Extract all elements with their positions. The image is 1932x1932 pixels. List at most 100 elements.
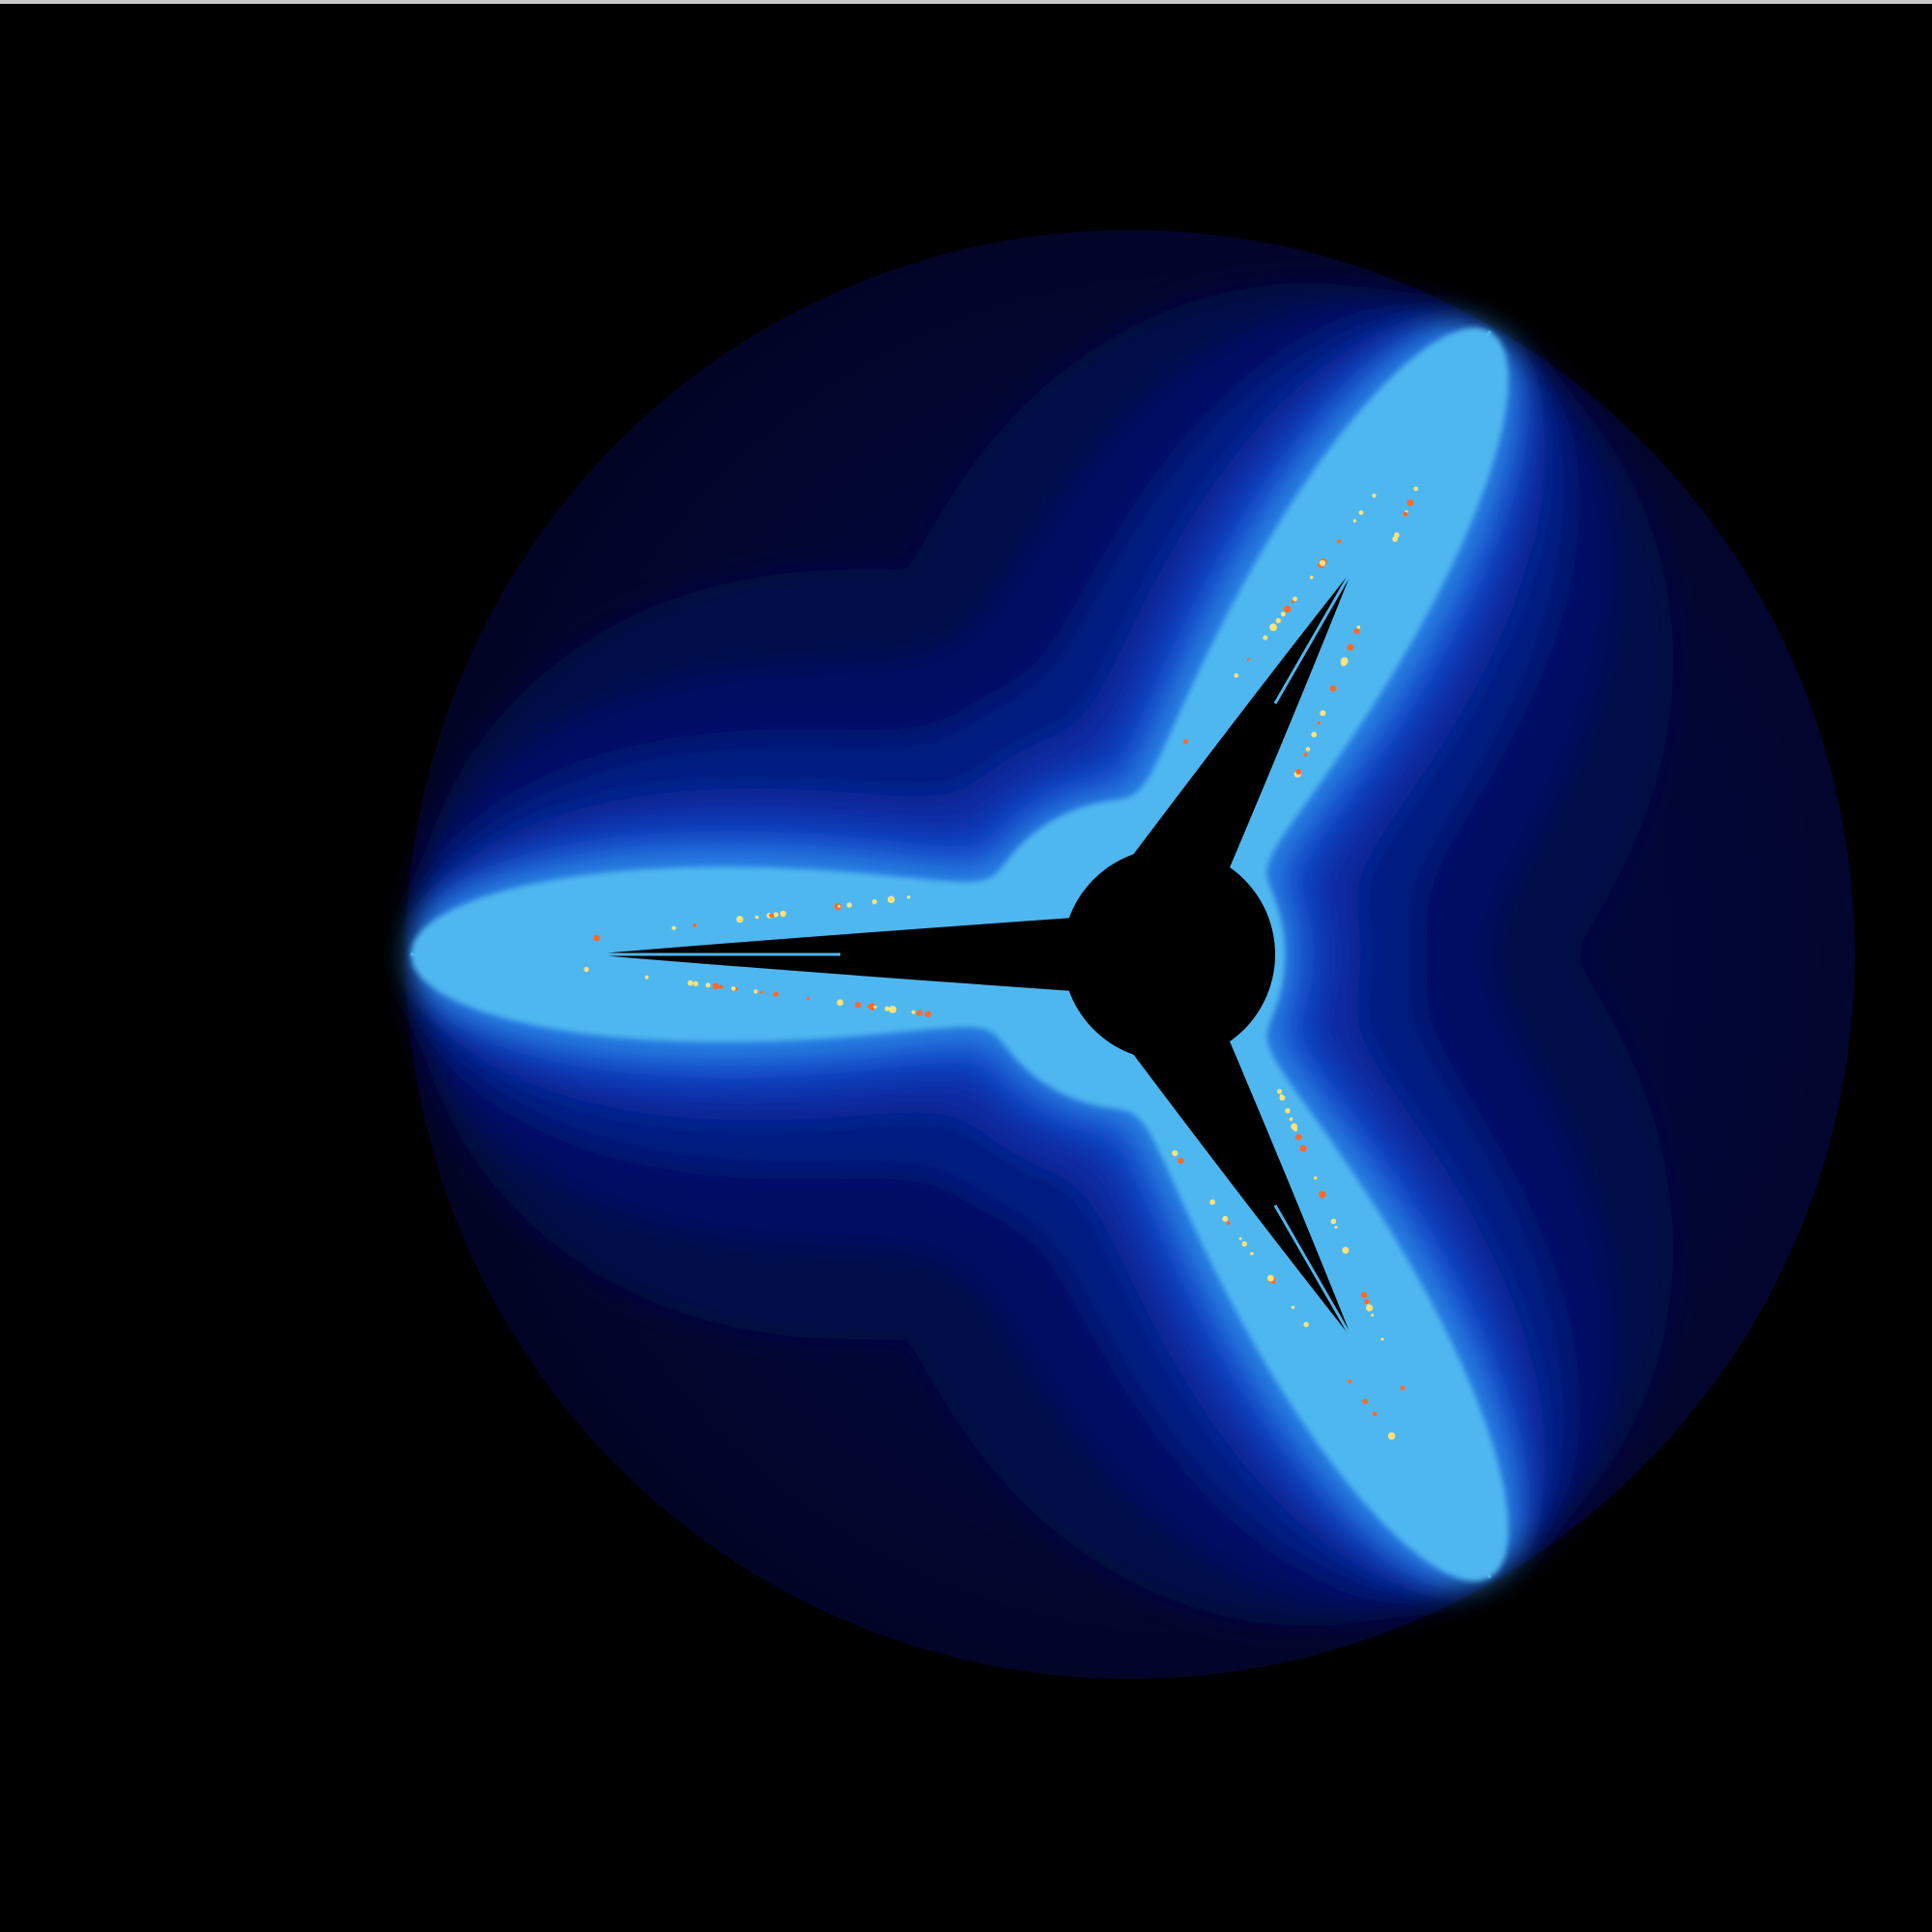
fractal-speck [1238,1236,1242,1240]
fractal-speck [1269,623,1277,632]
fractal-speck [1285,1108,1291,1114]
fractal-speck [1342,1246,1350,1254]
fractal-speck [1293,596,1297,602]
fractal-speck [1380,1337,1384,1341]
fractal-speck [871,898,877,905]
fractal-speck [644,975,649,980]
fractal-speck [1241,1241,1248,1247]
fractal-speck [1319,559,1326,567]
fractal-speck [1310,576,1314,580]
fractal-speck [1320,710,1326,717]
fractal-speck [1279,1094,1284,1098]
fractal-speck [1289,1117,1293,1122]
fractal-speck [693,980,698,986]
fractal-speck [884,1006,890,1011]
fractal-speck [868,1003,876,1010]
fractal-speck [1403,511,1408,517]
fractal-speck [1172,1150,1179,1156]
fractal-speck [1352,519,1357,523]
fractal-speck [1356,625,1361,630]
fractal-speck [693,923,697,928]
fractal-speck [773,991,779,997]
fractal-speck [705,982,711,988]
fractal-speck [1348,1379,1352,1383]
fractal-speck [1413,486,1419,492]
fractal-speck [1337,539,1342,544]
filament-3 [1273,1205,1492,1578]
fractal-speck [1303,1321,1309,1327]
fractal-speck [924,1010,931,1018]
fractal-speck [1246,658,1251,662]
fractal-speck [1283,605,1292,613]
fractal-speck [1305,747,1311,752]
fractal-speck [1319,1190,1326,1199]
fractal-speck [720,985,724,989]
fractal-speck [887,895,895,903]
fractal-speck [1400,1385,1406,1391]
fractal-speck [837,999,844,1007]
fractal-speck [1291,1122,1298,1130]
fractal-speck [1178,1157,1184,1164]
fractal-speck [1360,1292,1368,1298]
fractal-speck [1362,1398,1369,1405]
fractal-speck [889,1006,896,1013]
fractal-speck [1371,1313,1375,1317]
fractal-speck [1372,1411,1378,1417]
filament-2 [1273,330,1492,704]
fractal-interior [589,569,1352,1340]
fractal-speck [712,982,720,990]
fractal-speck [1314,1176,1318,1180]
fractal-speck [759,990,763,994]
fractal-speck [911,1009,916,1014]
fractal-speck [806,996,810,1001]
fractal-speck [1330,1218,1337,1225]
fractal-speck [1234,673,1239,678]
fractal-speck [1291,1305,1295,1310]
fractal-speck [1358,510,1364,516]
window-top-edge [0,0,1932,4]
fractal-speck [780,910,786,918]
fractal-speck [1294,1133,1302,1141]
fractal-speck [1372,493,1377,498]
fractal-speck [1392,536,1399,542]
interior-arm-3 [1080,925,1352,1340]
fractal-speck [1353,628,1360,635]
fractal-speck [1182,739,1188,745]
fractal-speck [731,986,736,991]
fractal-speck [1311,731,1318,738]
fractal-speck [583,966,589,973]
fractal-speck [687,980,694,986]
fractal-speck [671,925,676,930]
fractal-speck [867,1005,870,1009]
fractal-speck [593,934,601,942]
interior-arm-1 [589,914,1130,995]
fractal-speck [846,902,852,908]
fractal-speck [873,1005,877,1009]
fractal-speck [769,913,774,918]
fractal-speck [1299,1145,1307,1152]
fractal-speck [1366,1304,1374,1312]
fractal-speck [1364,1298,1370,1305]
fractal-speck [1275,617,1282,624]
fractal-speck [1303,753,1308,757]
fractal-speck [1250,1252,1254,1256]
fractal-speck [1277,1089,1283,1094]
fractal-speck [736,916,744,923]
fractal-speck [1387,1432,1396,1440]
fractal-speck [1406,499,1414,506]
fractal-speck [1317,721,1321,725]
fractal-speck [1329,685,1337,692]
fractal-speck [855,1002,862,1009]
fractal-speck [753,989,758,994]
fractal-speck [1295,768,1302,775]
fractal-speck [1280,611,1286,617]
fractal-speck [1267,1274,1274,1282]
fractal-speck [773,912,779,918]
fractal-speck [1263,635,1268,640]
fractal-speck [1222,1215,1229,1222]
fractal-speck [1209,1199,1215,1206]
fractal-speck [907,895,911,899]
fractal-speck [1334,1225,1338,1229]
interior-arm-2 [1080,569,1352,983]
